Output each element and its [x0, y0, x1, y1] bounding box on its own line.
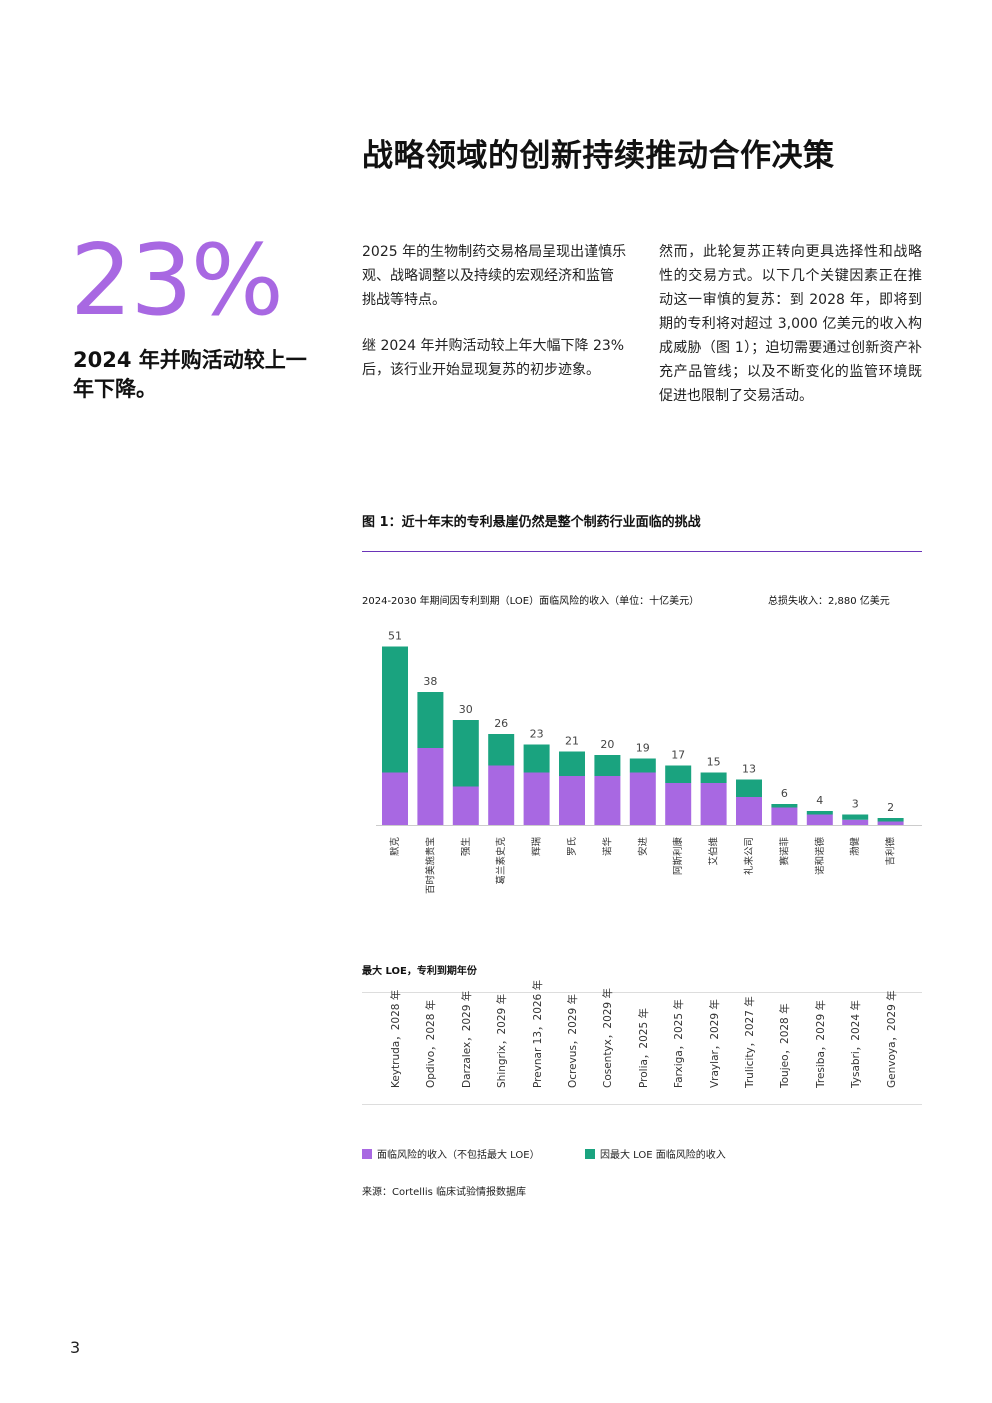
legend-swatch-purple [362, 1148, 372, 1159]
largest-loe-heading: 最大 LOE，专利到期年份 [362, 966, 477, 977]
largest-loe-label: Keytruda，2028 年 [390, 989, 402, 1088]
category-label: 吉利德 [885, 837, 897, 866]
largest-loe-label: Prevnar 13，2026 年 [531, 979, 544, 1088]
largest-loe-label: Toujeo，2028 年 [779, 1003, 792, 1088]
largest-loe-label: Tysabri，2024 年 [850, 1000, 863, 1088]
big-stat: 23% [70, 224, 284, 338]
category-label: 渤健 [849, 837, 861, 857]
figure-divider [362, 551, 922, 552]
bar-segment-largest-loe [700, 772, 727, 783]
bar-segment-other [806, 814, 833, 825]
bar-value-label: 26 [494, 717, 508, 730]
page-title: 战略领域的创新持续推动合作决策 [362, 138, 835, 174]
bar-value-label: 13 [742, 763, 756, 776]
figure-title: 图 1：近十年末的专利悬崖仍然是整个制药行业面临的挑战 [362, 515, 701, 530]
largest-loe-label: Trulicity，2027 年 [744, 996, 756, 1088]
loe-divider-bottom [362, 1104, 922, 1105]
bar-value-label: 4 [816, 794, 823, 807]
largest-loe-label: Genvoya，2029 年 [885, 990, 898, 1088]
bar-segment-largest-loe [594, 755, 621, 776]
bar-segment-largest-loe [736, 779, 762, 797]
bar-value-label: 2 [887, 801, 894, 814]
bar-value-label: 38 [423, 675, 437, 688]
chart-total-loss: 总损失收入：2,880 亿美元 [768, 596, 890, 607]
bar-value-label: 20 [600, 738, 614, 751]
chart-subtitle: 2024-2030 年期间因专利到期（LOE）面临风险的收入（单位：十亿美元） [362, 596, 700, 607]
category-label: 默克 [390, 837, 401, 857]
paragraph: 2025 年的生物制药交易格局呈现出谨慎乐观、战略调整以及持续的宏观经济和监管挑… [362, 244, 627, 308]
bar-value-label: 51 [388, 630, 402, 643]
category-label: 强生 [460, 837, 472, 857]
legend-item-largest-loe: 因最大 LOE 面临风险的收入 [585, 1146, 726, 1161]
largest-loe-label: Ocrevus，2029 年 [567, 994, 579, 1088]
bar-segment-largest-loe [806, 811, 833, 815]
paragraph: 然而，此轮复苏正转向更具选择性和战略性的交易方式。以下几个关键因素正在推动这一审… [659, 244, 922, 404]
legend-swatch-green [585, 1148, 595, 1159]
category-label: 赛诺菲 [778, 837, 790, 866]
bar-segment-other [488, 765, 515, 825]
category-label: 葛兰素史克 [495, 837, 507, 885]
largest-loe-label: Cosentyx，2029 年 [602, 988, 615, 1088]
legend-item-other-revenue: 面临风险的收入（不包括最大 LOE） [362, 1146, 540, 1161]
largest-loe-label: Opdivo，2028 年 [425, 999, 438, 1088]
bar-segment-other [877, 821, 904, 825]
bar-segment-other [665, 783, 692, 825]
bar-value-label: 15 [707, 756, 721, 769]
bar-value-label: 17 [671, 749, 685, 762]
category-label: 诺华 [601, 837, 613, 857]
bar-segment-largest-loe [559, 751, 585, 776]
category-label: 辉瑞 [531, 837, 543, 857]
category-label: 诺和诺德 [814, 837, 826, 876]
intro-column-left: 2025 年的生物制药交易格局呈现出谨慎乐观、战略调整以及持续的宏观经济和监管挑… [362, 240, 627, 404]
bar-value-label: 19 [636, 742, 650, 755]
bar-segment-other [629, 772, 656, 825]
bar-segment-other [523, 772, 550, 825]
largest-loe-label: Vraylar，2029 年 [708, 999, 721, 1088]
bar-segment-other [382, 772, 408, 825]
largest-loe-label: Darzalex，2029 年 [460, 990, 473, 1088]
bar-segment-largest-loe [665, 765, 692, 783]
largest-loe-label: Tresiba，2029 年 [814, 1000, 827, 1088]
bar-segment-other [736, 797, 762, 825]
bar-segment-largest-loe [877, 818, 904, 822]
legend-label: 面临风险的收入（不包括最大 LOE） [377, 1150, 540, 1161]
bar-segment-largest-loe [417, 692, 444, 748]
bar-segment-other [842, 819, 869, 825]
stacked-bar-chart: 51默克38百时美施贵宝30强生26葛兰素史克23辉瑞21罗氏20诺华19安进1… [376, 630, 922, 894]
bar-segment-other [771, 807, 798, 825]
bar-value-label: 30 [459, 703, 473, 716]
bar-value-label: 3 [852, 798, 859, 811]
page-number: 3 [70, 1338, 81, 1357]
category-label: 安进 [637, 837, 649, 857]
bar-segment-largest-loe [629, 758, 656, 773]
bar-value-label: 23 [530, 728, 544, 741]
largest-loe-label: Prolia，2025 年 [637, 1008, 650, 1088]
category-label: 艾伯维 [708, 837, 720, 866]
bar-segment-other [559, 776, 585, 825]
bar-segment-largest-loe [842, 814, 869, 820]
bar-segment-largest-loe [771, 804, 798, 808]
bar-value-label: 6 [781, 787, 788, 800]
big-stat-description: 2024 年并购活动较上一年下降。 [73, 348, 307, 401]
loe-divider-top [362, 992, 922, 993]
source-note: 来源：Cortellis 临床试验情报数据库 [362, 1187, 527, 1198]
legend-label: 因最大 LOE 面临风险的收入 [600, 1150, 726, 1161]
bar-segment-other [417, 748, 444, 825]
category-label: 礼来公司 [743, 837, 755, 875]
largest-loe-label: Shingrix，2029 年 [496, 993, 509, 1088]
bar-segment-largest-loe [488, 734, 515, 766]
paragraph: 继 2024 年并购活动较上年大幅下降 23% 后，该行业开始显现复苏的初步迹象… [362, 338, 625, 378]
bar-value-label: 21 [565, 735, 579, 748]
bar-segment-largest-loe [452, 720, 479, 787]
largest-loe-label: Farxiga，2025 年 [673, 999, 686, 1088]
category-label: 罗氏 [567, 837, 578, 857]
category-label: 百时美施贵宝 [424, 837, 436, 894]
intro-column-right: 然而，此轮复苏正转向更具选择性和战略性的交易方式。以下几个关键因素正在推动这一审… [659, 240, 922, 430]
bar-segment-other [594, 776, 621, 825]
bar-segment-largest-loe [382, 646, 408, 773]
bar-segment-other [452, 786, 479, 825]
category-label: 阿斯利康 [672, 837, 684, 876]
bar-segment-other [700, 783, 727, 825]
bar-segment-largest-loe [523, 744, 550, 773]
